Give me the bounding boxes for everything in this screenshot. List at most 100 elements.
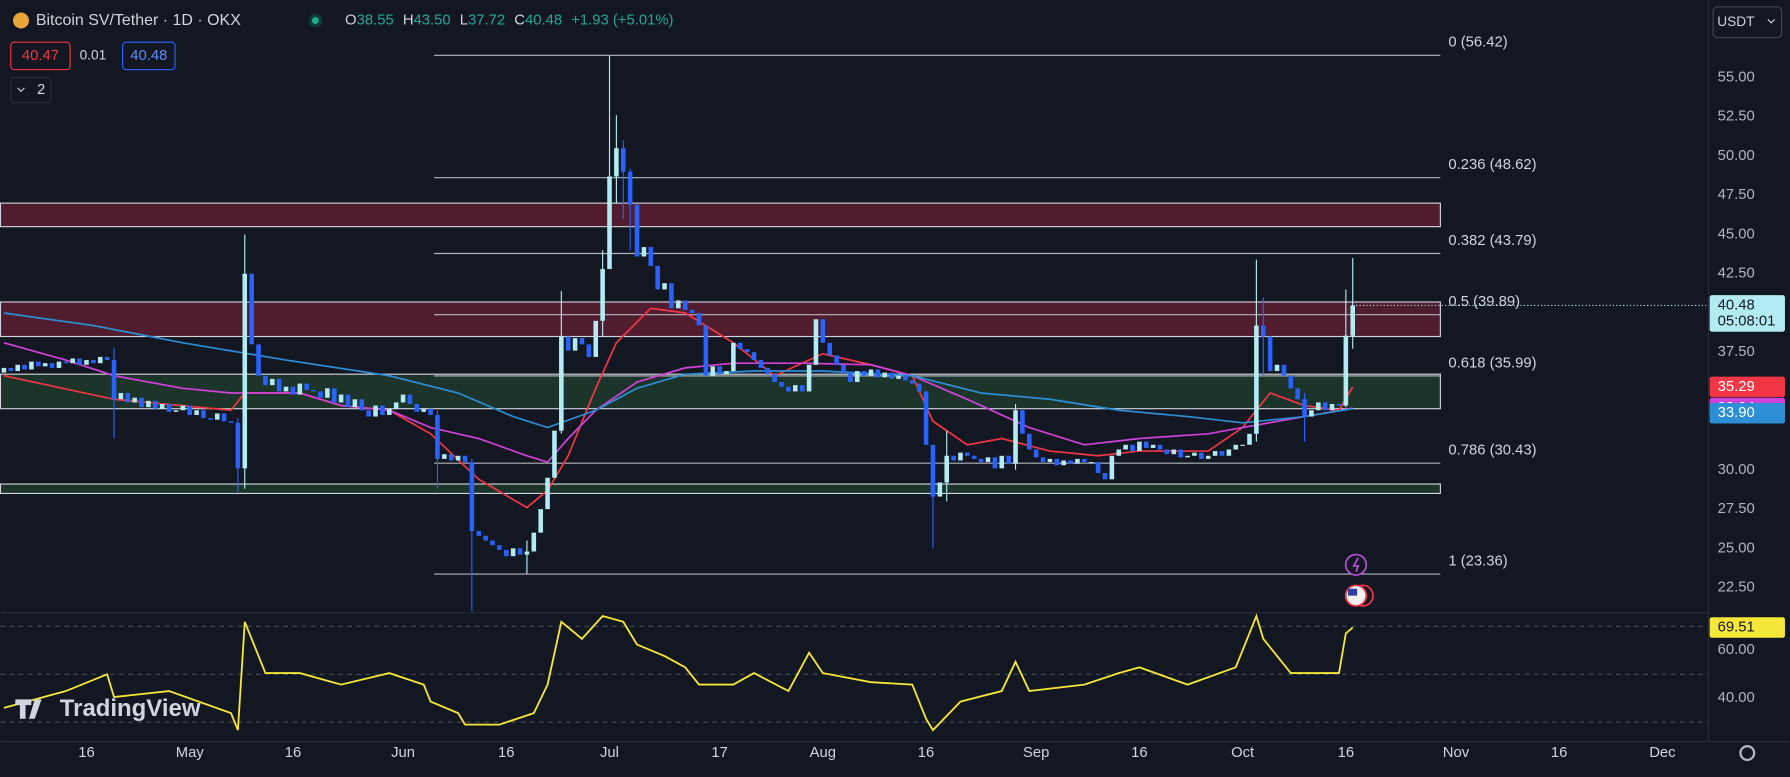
candle-body — [1040, 457, 1046, 463]
brand: TradingView — [60, 695, 201, 722]
candle-body — [662, 283, 667, 290]
y-tick-label: 37.50 — [1718, 344, 1755, 360]
candle-body — [469, 462, 475, 532]
candle-body — [208, 418, 213, 420]
candle-body — [1240, 444, 1245, 446]
indicator-toggle[interactable] — [10, 77, 52, 104]
candle-body — [290, 386, 296, 395]
x-tick-label: 16 — [1551, 745, 1568, 761]
candle-body — [793, 385, 798, 392]
candle-body — [22, 364, 27, 370]
candle-body — [1316, 402, 1321, 411]
candle-body — [978, 458, 984, 463]
candle-body — [758, 360, 764, 368]
candle-body — [201, 410, 206, 419]
currency-button[interactable] — [1712, 6, 1783, 39]
y-tick-label: 45.00 — [1718, 226, 1755, 242]
candle-body — [297, 383, 303, 395]
x-tick-label: 16 — [498, 745, 515, 761]
candle-body — [187, 405, 193, 415]
ohlc-label: C — [514, 12, 525, 28]
candle-body — [42, 363, 48, 367]
candle-body — [359, 399, 365, 411]
candle-body — [221, 413, 227, 422]
candle-body — [634, 204, 640, 257]
candle-body — [1199, 452, 1204, 459]
candle-body — [510, 548, 516, 557]
candle-body — [504, 549, 509, 557]
chevron — [17, 87, 25, 93]
candle-body — [1178, 449, 1183, 458]
candle-body — [1013, 410, 1018, 464]
candle-body — [820, 319, 826, 343]
candle-body — [1088, 462, 1094, 464]
y-tick-label: 22.50 — [1718, 580, 1755, 596]
candle-body — [235, 422, 241, 469]
candle-body — [304, 383, 309, 390]
candle-body — [91, 360, 96, 364]
candle-body — [896, 375, 901, 379]
flag-canton — [1347, 588, 1358, 596]
candle-body — [682, 300, 688, 310]
candle-body — [1061, 460, 1066, 466]
candle-body — [827, 342, 833, 356]
candle-body — [1137, 441, 1142, 452]
buy-button[interactable] — [121, 41, 176, 71]
x-tick-label: 16 — [78, 745, 95, 761]
candle-body — [1068, 460, 1073, 464]
candle-body — [421, 408, 426, 412]
candle-body — [965, 452, 970, 456]
candle-body — [263, 375, 268, 386]
candle-body — [373, 405, 378, 417]
ohlc-label: O — [345, 12, 357, 28]
x-tick-label: Jul — [600, 745, 619, 761]
candle-body — [132, 397, 137, 403]
candle-body — [1233, 444, 1239, 450]
price-badge — [1709, 617, 1785, 638]
settings[interactable] — [1739, 745, 1756, 762]
candle-body — [1219, 451, 1225, 456]
candle-body — [614, 148, 619, 177]
candle-body — [641, 247, 647, 257]
candle-body — [1343, 335, 1349, 406]
candle-body — [937, 482, 943, 497]
fib-label: 0 (56.42) — [1448, 35, 1507, 51]
candle-body — [497, 545, 502, 550]
candle-body — [861, 371, 867, 376]
x-tick-label: 16 — [285, 745, 302, 761]
market-status-dot — [311, 17, 319, 24]
x-tick-label: Oct — [1231, 745, 1255, 761]
candle-body — [1116, 449, 1122, 456]
candle-body — [944, 455, 949, 483]
candle-body — [731, 342, 736, 372]
y-tick-label: 40.00 — [1718, 690, 1755, 706]
candle-body — [971, 455, 977, 459]
candle-body — [1336, 403, 1342, 406]
candle-body — [531, 532, 537, 552]
candle-body — [848, 372, 853, 383]
y-tick-label: 30.00 — [1718, 462, 1755, 478]
candle-body — [724, 371, 729, 375]
candle-body — [400, 394, 406, 403]
y-tick-label: 47.50 — [1718, 187, 1755, 203]
sell-button[interactable] — [10, 41, 71, 71]
candle-body — [1095, 462, 1101, 474]
candle-body — [703, 325, 709, 376]
ohlc-value: 38.55 — [357, 12, 394, 28]
candle-body — [1006, 455, 1011, 464]
x-tick-label: 16 — [1338, 745, 1355, 761]
candle-body — [903, 375, 908, 381]
zone — [0, 301, 1441, 338]
candle-body — [923, 391, 929, 445]
spread: 0.01 — [80, 48, 107, 63]
candle-body — [483, 535, 488, 541]
candle-body — [146, 400, 151, 408]
candle-body — [1054, 458, 1060, 466]
candle-body — [1102, 473, 1108, 480]
event-icon[interactable] — [1344, 553, 1368, 576]
candle-body — [854, 371, 860, 383]
fib-label: 0.786 (30.43) — [1448, 443, 1536, 459]
x-tick-label: Dec — [1649, 745, 1676, 761]
candle-body — [249, 273, 254, 345]
